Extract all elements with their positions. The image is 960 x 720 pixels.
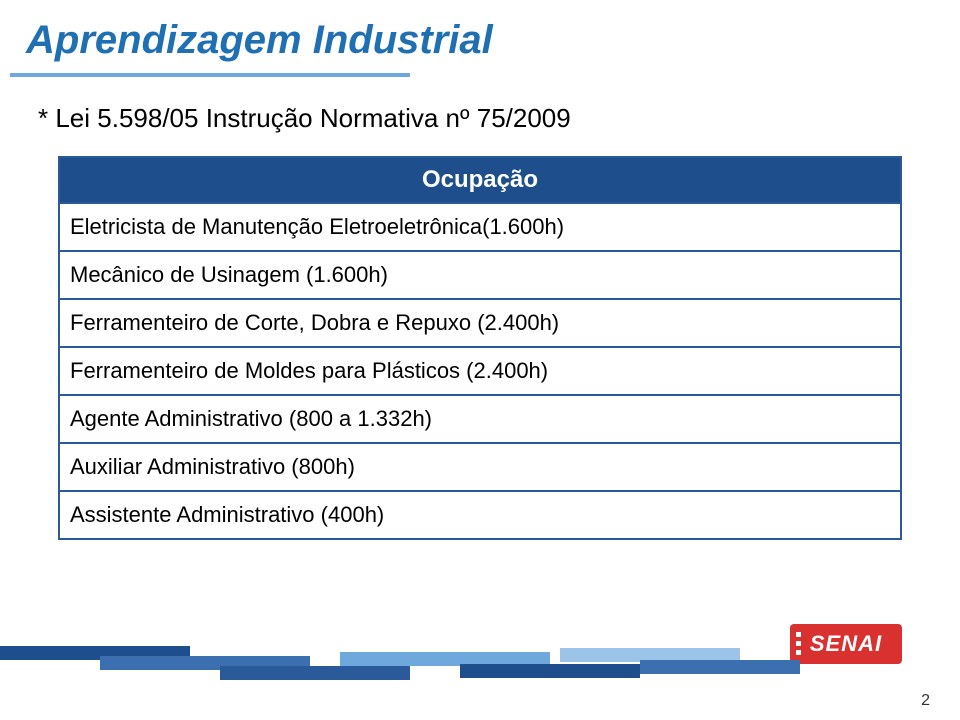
slide-subtitle: * Lei 5.598/05 Instrução Normativa nº 75… (0, 77, 960, 134)
table-row: Mecânico de Usinagem (1.600h) (60, 250, 900, 298)
table-row: Assistente Administrativo (400h) (60, 490, 900, 538)
slide-title: Aprendizagem Industrial (0, 0, 960, 71)
occupation-table: Ocupação Eletricista de Manutenção Eletr… (58, 156, 902, 540)
footer-decoration (0, 646, 960, 686)
table-row: Eletricista de Manutenção Eletroeletrôni… (60, 202, 900, 250)
table-row: Auxiliar Administrativo (800h) (60, 442, 900, 490)
page-number: 2 (921, 692, 930, 710)
table-row: Ferramenteiro de Moldes para Plásticos (… (60, 346, 900, 394)
table-row: Agente Administrativo (800 a 1.332h) (60, 394, 900, 442)
table-row: Ferramenteiro de Corte, Dobra e Repuxo (… (60, 298, 900, 346)
table-header: Ocupação (60, 158, 900, 202)
